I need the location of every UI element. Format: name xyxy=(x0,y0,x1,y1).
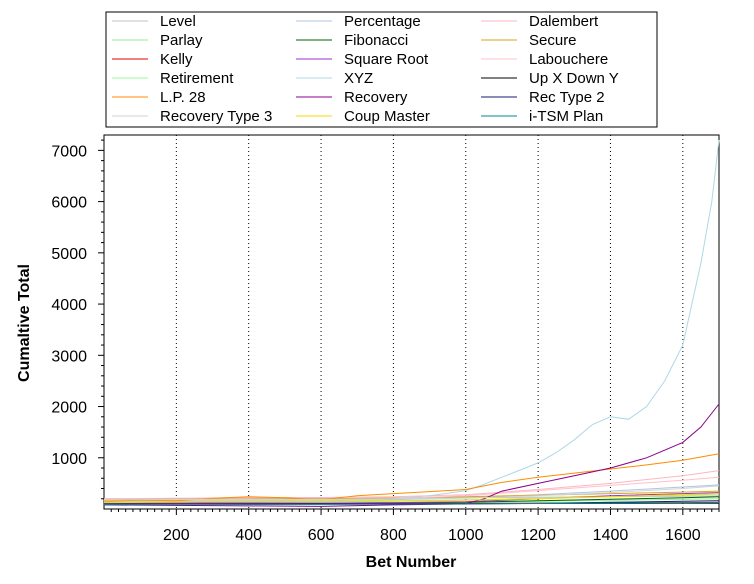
y-tick-label: 5000 xyxy=(51,246,87,263)
series-line-coup-master xyxy=(103,493,720,503)
x-tick-label: 1000 xyxy=(448,527,484,544)
x-tick-label: 600 xyxy=(308,527,335,544)
legend-box xyxy=(105,11,658,128)
legend-label-l-p-28: L.P. 28 xyxy=(160,89,206,106)
series-line-recovery xyxy=(103,403,720,507)
legend-label-coup-master: Coup Master xyxy=(344,108,430,125)
plot-frame xyxy=(103,134,720,510)
legend-label-fibonacci: Fibonacci xyxy=(344,32,408,49)
legend-label-up-x-down-y: Up X Down Y xyxy=(529,70,619,87)
legend-label-xyz: XYZ xyxy=(344,70,373,87)
series-line-square-root xyxy=(103,492,720,504)
y-axis: 1000 2000 3000 4000 5000 6000 7000 xyxy=(51,139,104,500)
y-tick-label: 6000 xyxy=(51,195,87,212)
series-line-i-tsm-plan xyxy=(103,502,720,505)
series-line-xyz xyxy=(103,140,720,504)
series-line-recovery-type-3 xyxy=(103,485,720,501)
y-tick-label: 3000 xyxy=(51,348,87,365)
legend-label-i-tsm-plan: i-TSM Plan xyxy=(529,108,603,125)
legend-label-labouchere: Labouchere xyxy=(529,51,608,68)
y-tick-label: 1000 xyxy=(51,451,87,468)
x-tick-label: 400 xyxy=(235,527,262,544)
legend-label-square-root: Square Root xyxy=(344,51,429,68)
y-tick-label: 2000 xyxy=(51,400,87,417)
y-tick-label: 4000 xyxy=(51,297,87,314)
legend-label-secure: Secure xyxy=(529,32,577,49)
x-tick-label: 1600 xyxy=(665,527,701,544)
x-tick-label: 800 xyxy=(380,527,407,544)
x-axis: 200 400 600 800 1000 1200 1400 1600 xyxy=(110,509,720,544)
legend-label-kelly: Kelly xyxy=(160,51,193,68)
x-tick-label: 1400 xyxy=(593,527,629,544)
legend-label-recovery: Recovery xyxy=(344,89,408,106)
y-axis-title: Cumaltive Total xyxy=(16,264,33,382)
legend: Level Percentage Dalembert Parlay Fibonacci S… xyxy=(105,11,658,128)
x-axis-title: Bet Number xyxy=(366,554,457,571)
legend-label-parlay: Parlay xyxy=(160,32,203,49)
legend-label-rec-type-2: Rec Type 2 xyxy=(529,89,605,106)
legend-label-recovery-type-3: Recovery Type 3 xyxy=(160,108,272,125)
plot-area xyxy=(103,134,720,510)
x-tick-label: 1200 xyxy=(520,527,556,544)
legend-label-percentage: Percentage xyxy=(344,13,421,30)
x-tick-label: 200 xyxy=(163,527,190,544)
legend-label-level: Level xyxy=(160,13,196,30)
y-tick-label: 7000 xyxy=(51,143,87,160)
series-line-labouchere xyxy=(103,476,720,502)
legend-label-retirement: Retirement xyxy=(160,70,234,87)
legend-label-dalembert: Dalembert xyxy=(529,13,599,30)
series-line-l-p-28 xyxy=(103,453,720,502)
